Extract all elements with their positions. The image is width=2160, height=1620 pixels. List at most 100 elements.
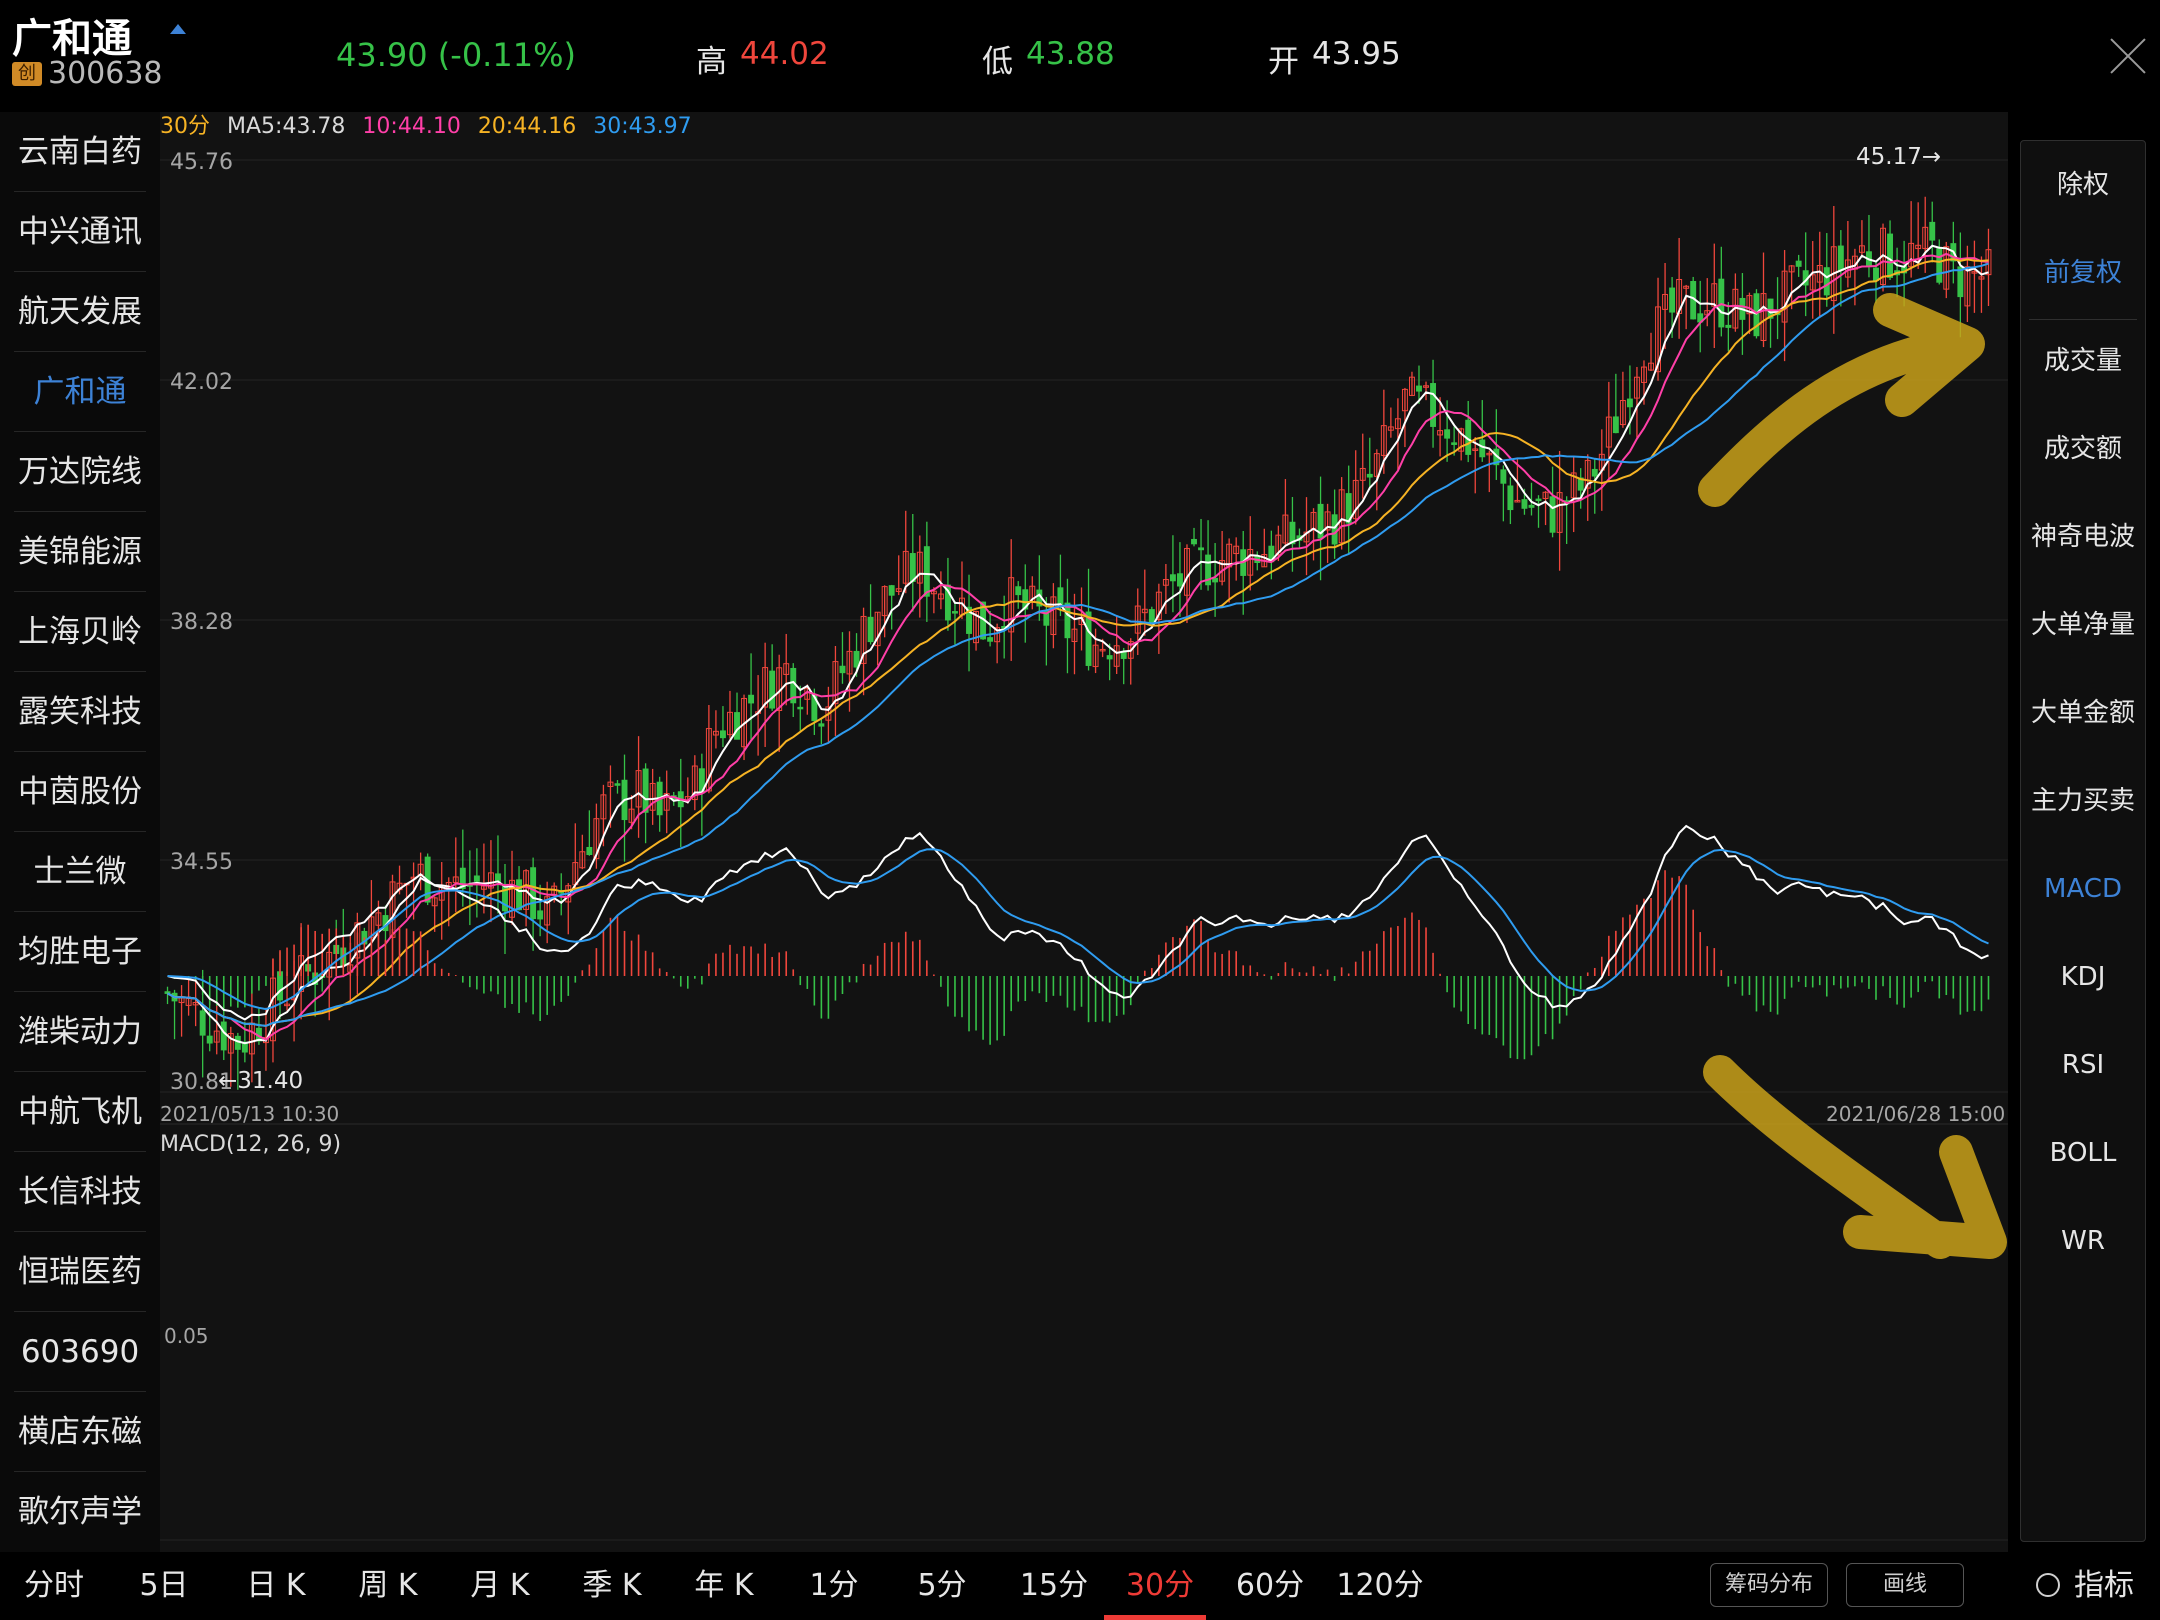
- legend-ma20: 20:44.16: [477, 114, 577, 139]
- period-tab[interactable]: 年 K: [694, 1568, 754, 1603]
- candle-body: [1528, 504, 1535, 508]
- watchlist-item[interactable]: 均胜电子: [18, 934, 142, 970]
- indicator-item[interactable]: 神奇电波: [2030, 522, 2135, 552]
- watchlist-item[interactable]: 歌尔声学: [18, 1494, 142, 1530]
- candle-body: [923, 546, 930, 597]
- candle-body: [192, 1001, 199, 1006]
- watchlist-item[interactable]: 广和通: [33, 374, 127, 410]
- watchlist-item[interactable]: 上海贝岭: [18, 614, 142, 650]
- candle-body: [1345, 493, 1352, 524]
- watchlist-item[interactable]: 露笑科技: [18, 694, 142, 730]
- indicator-item[interactable]: 成交量: [2043, 346, 2122, 376]
- stock-name[interactable]: 广和通: [12, 16, 132, 62]
- watchlist-divider: [14, 1391, 146, 1392]
- watchlist-item[interactable]: 潍柴动力: [18, 1014, 142, 1050]
- candle-body: [1570, 472, 1577, 499]
- watchlist-item[interactable]: 603690: [20, 1334, 140, 1370]
- candle-body: [769, 670, 776, 709]
- candle-body: [544, 896, 551, 926]
- candle-body: [1430, 383, 1437, 427]
- candle-body: [839, 665, 846, 674]
- watchlist-item[interactable]: 万达院线: [18, 454, 142, 490]
- indicator-item[interactable]: WR: [2061, 1226, 2105, 1256]
- watchlist-item[interactable]: 航天发展: [18, 294, 142, 330]
- watchlist-divider: [14, 591, 146, 592]
- indicator-item[interactable]: 除权: [2056, 170, 2109, 200]
- watchlist-item[interactable]: 中茵股份: [18, 774, 142, 810]
- candle-body: [1162, 578, 1169, 586]
- indicator-item[interactable]: 成交额: [2043, 434, 2122, 464]
- period-tab[interactable]: 5分: [917, 1568, 967, 1603]
- period-tab[interactable]: 分时: [24, 1568, 84, 1603]
- chip-distribution-button[interactable]: 筹码分布: [1710, 1563, 1828, 1607]
- watchlist-divider: [14, 991, 146, 992]
- candle-body: [1767, 298, 1774, 319]
- watchlist-item[interactable]: 士兰微: [33, 854, 127, 890]
- candle-body: [1936, 246, 1943, 283]
- period-bar: 分时 5日 日 K 周 K 月 K 季 K 年 K 1分 5分 15分 30分 60分 120分: [0, 1552, 2160, 1620]
- candle-body: [1113, 645, 1120, 667]
- period-tab[interactable]: 120分: [1336, 1568, 1424, 1603]
- watchlist-item[interactable]: 恒瑞医药: [18, 1254, 142, 1290]
- candle-body: [734, 712, 740, 740]
- watchlist-item[interactable]: 中兴通讯: [18, 214, 142, 250]
- high-label: 高: [696, 44, 727, 80]
- board-badge: 创: [12, 62, 42, 86]
- period-tab[interactable]: 1分: [809, 1568, 859, 1603]
- indicator-item[interactable]: 主力买卖: [2030, 786, 2135, 816]
- candle-body: [1514, 499, 1521, 503]
- period-tab[interactable]: 月 K: [470, 1568, 530, 1603]
- period-tab[interactable]: 季 K: [582, 1568, 642, 1603]
- price-change: 43.90 (-0.11%): [336, 36, 576, 74]
- period-tab[interactable]: 日 K: [246, 1568, 306, 1603]
- indicator-item[interactable]: KDJ: [2060, 962, 2106, 992]
- candle-body: [1922, 226, 1929, 249]
- candle-body: [1169, 574, 1176, 582]
- open-value: 43.95: [1312, 36, 1401, 72]
- indicator-item[interactable]: MACD: [2044, 874, 2122, 904]
- candle-body: [1106, 655, 1113, 660]
- candle-body: [1155, 591, 1162, 621]
- draw-line-button[interactable]: 画线: [1846, 1563, 1964, 1607]
- watchlist-item[interactable]: 美锦能源: [18, 534, 142, 570]
- indicator-item[interactable]: 大单净量: [2030, 610, 2135, 640]
- candle-body: [895, 588, 902, 592]
- candle-body: [1943, 246, 1950, 290]
- candle-body: [1908, 242, 1915, 268]
- candle-body: [600, 794, 607, 820]
- indicator-item[interactable]: 前复权: [2043, 258, 2122, 288]
- candle-body: [825, 706, 832, 721]
- period-tab[interactable]: 30分: [1125, 1568, 1195, 1603]
- indicator-item[interactable]: RSI: [2061, 1050, 2105, 1080]
- watchlist-item[interactable]: 云南白药: [18, 134, 142, 170]
- candle-body: [1387, 426, 1394, 431]
- candle-body: [1837, 245, 1844, 271]
- watchlist-item[interactable]: 中航飞机: [18, 1094, 142, 1130]
- caret-up-icon[interactable]: [170, 24, 186, 34]
- candle-body: [516, 879, 523, 911]
- kline-chart[interactable]: [160, 112, 2008, 1552]
- indicator-button[interactable]: 指标: [2036, 1552, 2134, 1620]
- candle-body: [284, 1003, 290, 1007]
- close-icon[interactable]: [2108, 36, 2148, 76]
- candle-body: [987, 637, 994, 642]
- watchlist-divider: [14, 271, 146, 272]
- period-tab[interactable]: 60分: [1235, 1568, 1305, 1603]
- candle-body: [1008, 577, 1015, 633]
- candle-body: [1500, 469, 1507, 484]
- candle-body: [270, 977, 276, 1042]
- period-tab[interactable]: 15分: [1019, 1568, 1089, 1603]
- period-tab[interactable]: 5日: [139, 1568, 189, 1603]
- indicator-item[interactable]: BOLL: [2049, 1138, 2117, 1168]
- watchlist-item[interactable]: 长信科技: [18, 1174, 142, 1210]
- candle-body: [1788, 265, 1795, 273]
- candle-body: [164, 991, 171, 994]
- period-tab[interactable]: 周 K: [358, 1568, 418, 1603]
- candle-body: [818, 723, 825, 727]
- candle-body: [1957, 266, 1964, 298]
- chart-area[interactable]: [160, 112, 2008, 1552]
- min-marker-value: 31.40: [237, 1068, 304, 1094]
- indicator-item[interactable]: 大单金额: [2030, 698, 2135, 728]
- low-value: 43.88: [1026, 36, 1115, 72]
- watchlist-item[interactable]: 横店东磁: [18, 1414, 142, 1450]
